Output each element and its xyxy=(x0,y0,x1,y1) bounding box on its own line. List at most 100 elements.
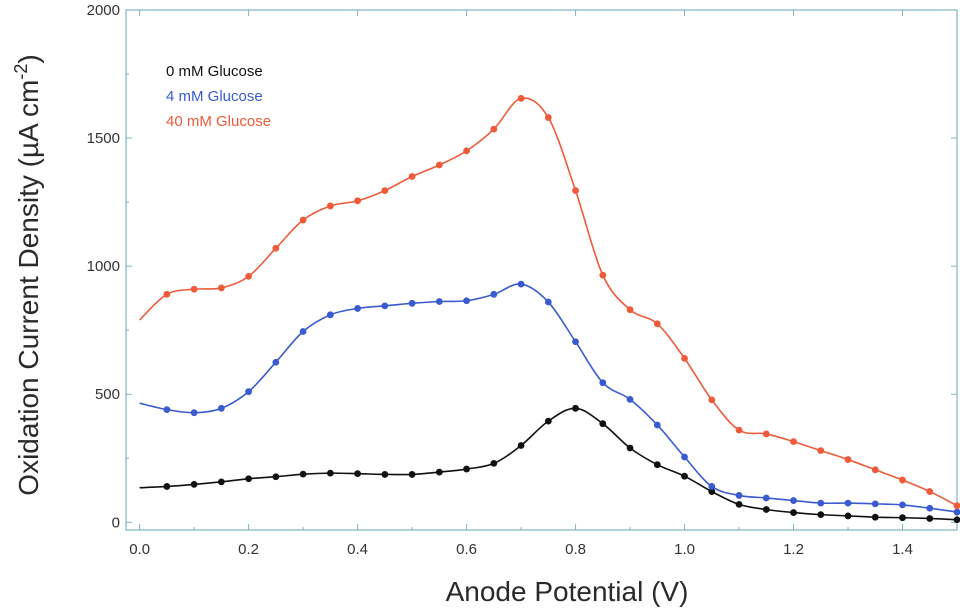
x-tick-label: 0.6 xyxy=(456,541,477,558)
data-point xyxy=(245,273,253,280)
data-point xyxy=(490,459,498,467)
y-axis-title-close: ) xyxy=(13,54,44,63)
data-point xyxy=(871,500,879,508)
legend-entry: 40 mM Glucose xyxy=(166,113,271,130)
y-tick-label: 0 xyxy=(112,514,120,531)
data-point xyxy=(217,284,225,292)
data-point xyxy=(490,290,498,298)
data-point xyxy=(708,483,716,490)
x-tick-label: 0.4 xyxy=(347,541,368,558)
x-tick-label: 1.4 xyxy=(892,541,913,558)
y-axis-ticks: 0 500 1000 1500 2000 xyxy=(87,2,957,531)
data-point xyxy=(844,456,852,463)
x-tick-label: 0.8 xyxy=(565,541,586,558)
data-point xyxy=(544,114,552,121)
data-point xyxy=(517,280,525,288)
data-point xyxy=(735,492,743,499)
x-axis-title: Anode Potential (V) xyxy=(446,576,689,607)
data-point xyxy=(735,500,743,508)
data-point xyxy=(354,197,361,205)
data-point xyxy=(272,473,280,481)
data-point xyxy=(517,442,525,449)
data-point xyxy=(326,202,334,210)
data-point xyxy=(435,161,443,169)
data-point xyxy=(681,354,688,362)
data-point xyxy=(272,244,280,252)
data-point xyxy=(463,147,470,155)
data-point xyxy=(762,506,770,513)
data-point xyxy=(217,404,225,412)
data-point xyxy=(517,94,525,102)
data-point xyxy=(817,447,825,454)
data-point xyxy=(463,465,470,473)
data-point xyxy=(190,481,198,488)
data-point xyxy=(599,420,607,428)
data-point xyxy=(544,417,552,425)
data-point xyxy=(817,511,825,519)
data-point xyxy=(354,470,361,478)
data-point xyxy=(490,125,498,133)
data-point xyxy=(926,515,934,522)
data-point xyxy=(871,513,879,521)
data-point xyxy=(762,430,770,438)
series-1 xyxy=(139,280,960,516)
data-point xyxy=(653,461,661,469)
data-point xyxy=(626,444,634,452)
data-point xyxy=(871,466,879,474)
data-point xyxy=(163,483,171,490)
data-point xyxy=(681,472,688,480)
data-point xyxy=(245,388,253,396)
data-point xyxy=(572,187,579,194)
data-point xyxy=(381,471,389,478)
data-point xyxy=(435,298,443,305)
y-tick-label: 2000 xyxy=(87,2,120,19)
data-point xyxy=(953,508,960,516)
data-point xyxy=(790,497,797,504)
data-point xyxy=(953,502,960,510)
data-point xyxy=(599,379,607,387)
legend-entry: 4 mM Glucose xyxy=(166,88,263,105)
data-point xyxy=(572,338,579,346)
plot-frame xyxy=(125,9,958,531)
series-layer xyxy=(139,94,960,524)
x-tick-label: 0.0 xyxy=(129,541,150,558)
data-point xyxy=(681,453,688,461)
plot-border xyxy=(125,9,958,531)
data-point xyxy=(626,395,634,403)
data-point xyxy=(926,488,934,495)
data-point xyxy=(762,494,770,502)
data-point xyxy=(899,476,906,484)
data-point xyxy=(381,187,389,194)
data-point xyxy=(817,499,825,507)
legend-entry: 0 mM Glucose xyxy=(166,63,263,80)
data-point xyxy=(408,299,416,307)
x-axis-ticks: 0.0 0.2 0.4 0.6 0.8 1.0 1.2 1.4 xyxy=(129,10,958,558)
series-0 xyxy=(139,404,960,524)
data-point xyxy=(408,173,416,180)
data-point xyxy=(217,478,225,486)
data-point xyxy=(735,426,743,434)
data-point xyxy=(626,306,634,314)
data-point xyxy=(163,290,171,298)
data-point xyxy=(435,468,443,476)
data-point xyxy=(299,470,307,478)
data-point xyxy=(844,499,852,507)
x-tick-label: 1.2 xyxy=(783,541,804,558)
x-tick-label: 1.0 xyxy=(674,541,695,558)
data-point xyxy=(354,305,361,312)
data-point xyxy=(163,406,171,414)
data-point xyxy=(953,516,960,524)
y-tick-label: 1500 xyxy=(87,130,120,147)
legend: 0 mM Glucose 4 mM Glucose 40 mM Glucose xyxy=(166,63,271,130)
data-point xyxy=(844,512,852,520)
data-point xyxy=(790,438,797,446)
data-point xyxy=(190,409,198,417)
data-point xyxy=(326,469,334,477)
y-axis-title: Oxidation Current Density (µA cm-2) xyxy=(11,54,44,495)
data-point xyxy=(790,509,797,516)
data-point xyxy=(653,320,661,328)
data-point xyxy=(653,421,661,429)
data-point xyxy=(326,311,334,319)
data-point xyxy=(408,471,416,478)
data-point xyxy=(544,298,552,306)
